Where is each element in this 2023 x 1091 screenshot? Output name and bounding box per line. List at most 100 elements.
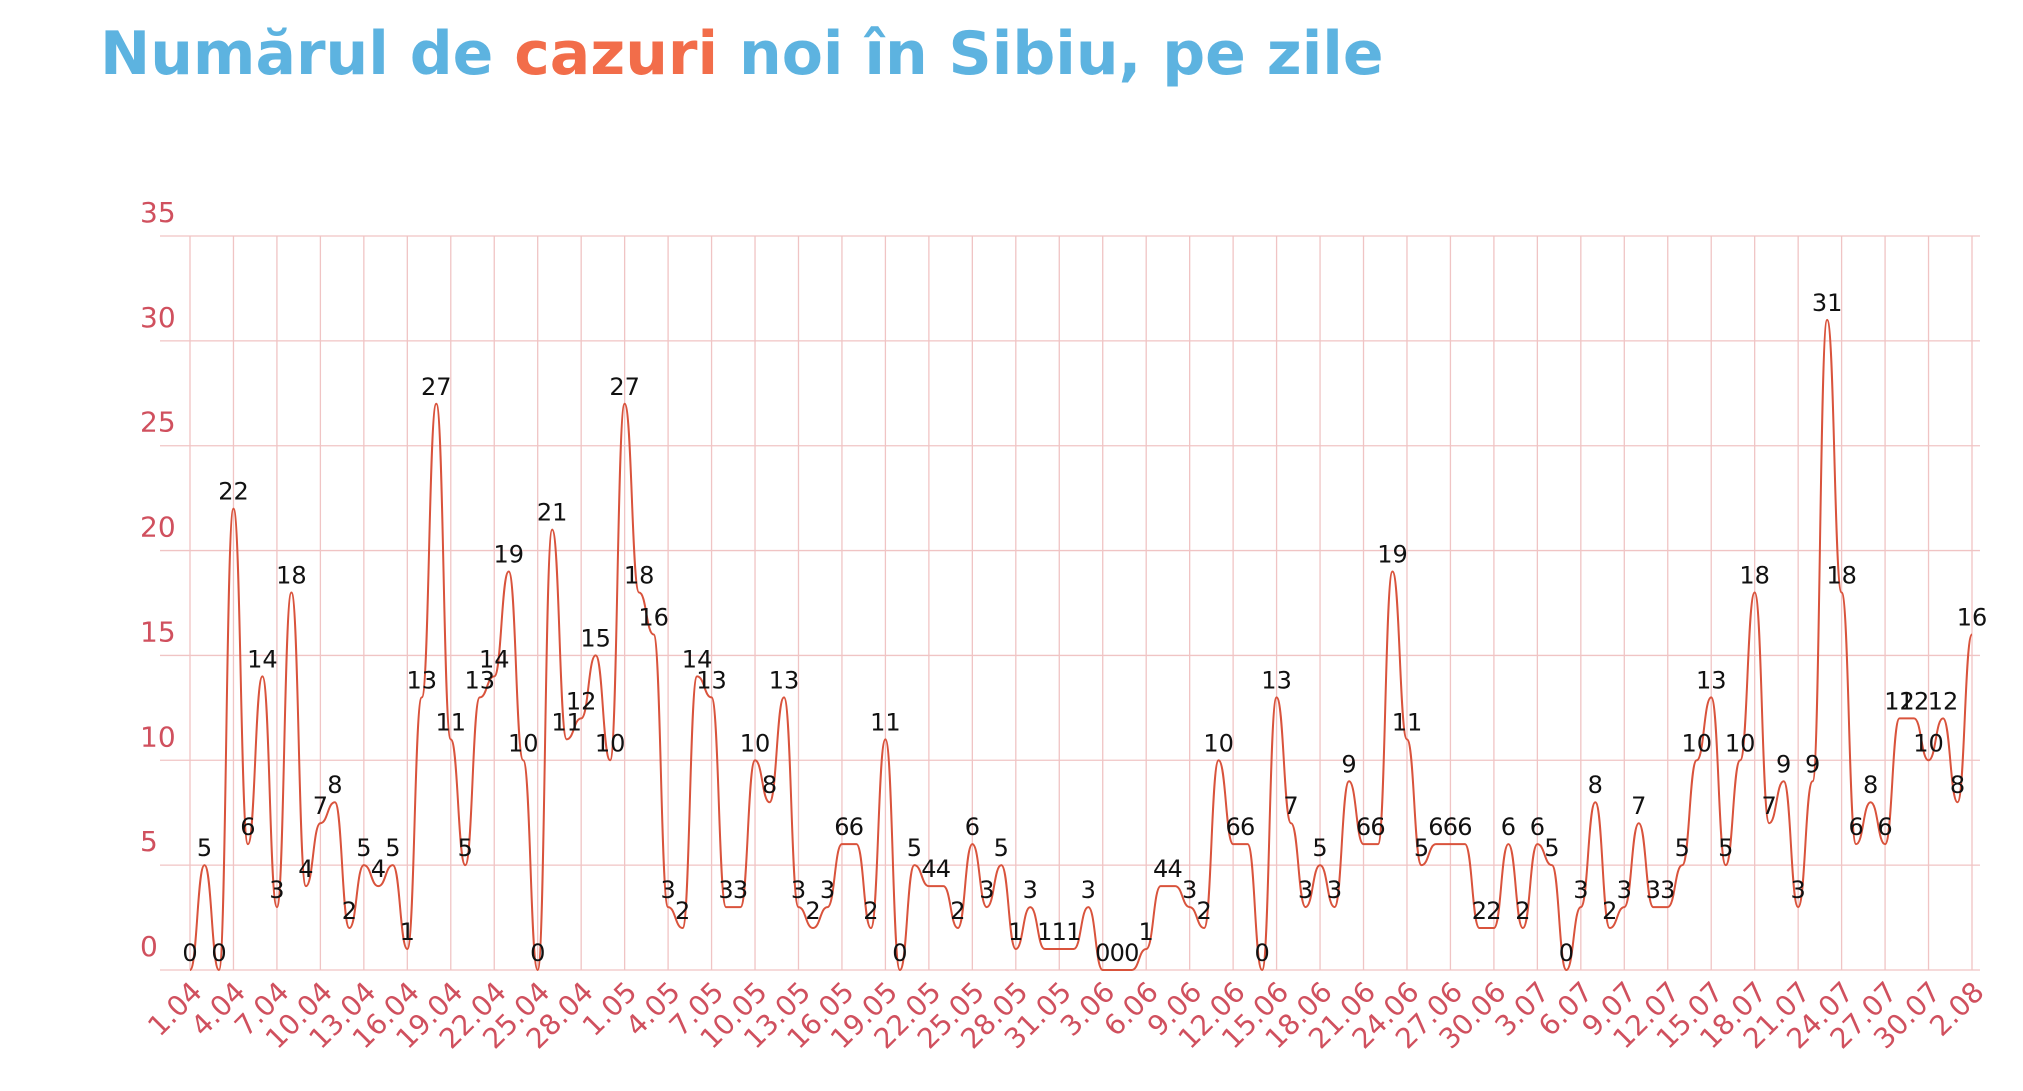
data-label: 4 xyxy=(921,855,936,883)
data-label: 2 xyxy=(1515,897,1530,925)
data-label: 2 xyxy=(950,897,965,925)
data-label: 3 xyxy=(1617,876,1632,904)
data-label: 1 xyxy=(400,918,415,946)
data-label: 6 xyxy=(1240,813,1255,841)
data-label: 10 xyxy=(1681,729,1712,757)
data-label: 0 xyxy=(1124,939,1139,967)
data-label: 7 xyxy=(313,792,328,820)
data-label: 6 xyxy=(1501,813,1516,841)
data-label: 10 xyxy=(508,729,539,757)
data-label: 3 xyxy=(1791,876,1806,904)
data-label: 0 xyxy=(211,939,226,967)
data-label: 4 xyxy=(371,855,386,883)
data-label: 10 xyxy=(1725,729,1756,757)
data-label: 6 xyxy=(965,813,980,841)
data-label: 6 xyxy=(1457,813,1472,841)
data-label: 10 xyxy=(595,729,626,757)
data-label: 6 xyxy=(1848,813,1863,841)
data-label: 11 xyxy=(870,708,901,736)
data-label: 7 xyxy=(1762,792,1777,820)
data-label: 5 xyxy=(907,834,922,862)
data-label: 5 xyxy=(197,834,212,862)
data-label: 3 xyxy=(660,876,675,904)
data-label: 1 xyxy=(1008,918,1023,946)
data-label: 3 xyxy=(1646,876,1661,904)
data-label: 6 xyxy=(1370,813,1385,841)
data-label: 4 xyxy=(298,855,313,883)
data-label: 14 xyxy=(479,645,510,673)
data-label: 5 xyxy=(1718,834,1733,862)
data-label: 21 xyxy=(537,499,568,527)
data-label: 8 xyxy=(1863,771,1878,799)
data-label: 5 xyxy=(1312,834,1327,862)
data-label: 2 xyxy=(675,897,690,925)
data-label: 5 xyxy=(994,834,1009,862)
data-label: 14 xyxy=(682,645,713,673)
data-label: 5 xyxy=(1675,834,1690,862)
y-tick-label: 5 xyxy=(140,825,158,858)
data-label: 4 xyxy=(936,855,951,883)
data-label: 5 xyxy=(385,834,400,862)
data-label: 11 xyxy=(551,708,582,736)
data-label: 10 xyxy=(1203,729,1234,757)
data-label: 12 xyxy=(1884,687,1915,715)
data-label: 1 xyxy=(1037,918,1052,946)
y-tick-label: 20 xyxy=(140,511,176,544)
data-label: 13 xyxy=(769,666,800,694)
data-label: 27 xyxy=(609,373,640,401)
data-label: 9 xyxy=(1805,750,1820,778)
data-label: 3 xyxy=(269,876,284,904)
data-label: 3 xyxy=(979,876,994,904)
title-part: noi în Sibiu, pe zile xyxy=(718,19,1383,89)
data-label: 2 xyxy=(342,897,357,925)
data-label: 19 xyxy=(493,541,524,569)
data-label: 22 xyxy=(218,478,249,506)
data-label: 6 xyxy=(1530,813,1545,841)
line xyxy=(189,318,1973,972)
data-label: 5 xyxy=(1544,834,1559,862)
data-label: 10 xyxy=(1913,729,1944,757)
data-label: 6 xyxy=(849,813,864,841)
data-label: 11 xyxy=(436,708,467,736)
data-label: 18 xyxy=(276,562,307,590)
data-label: 0 xyxy=(1110,939,1125,967)
data-label: 3 xyxy=(1081,876,1096,904)
data-label: 13 xyxy=(1696,666,1727,694)
data-label: 13 xyxy=(1261,666,1292,694)
data-label: 3 xyxy=(1660,876,1675,904)
data-label: 3 xyxy=(820,876,835,904)
data-label: 4 xyxy=(1168,855,1183,883)
y-tick-label: 35 xyxy=(140,196,176,229)
data-label: 2 xyxy=(863,897,878,925)
data-label: 12 xyxy=(1928,687,1959,715)
chart-title: Numărul de cazuri noi în Sibiu, pe zile xyxy=(100,19,1384,89)
data-label: 6 xyxy=(1877,813,1892,841)
data-label: 7 xyxy=(1631,792,1646,820)
data-label: 9 xyxy=(1341,750,1356,778)
data-label: 19 xyxy=(1377,541,1408,569)
y-tick-label: 30 xyxy=(140,301,176,334)
data-label: 5 xyxy=(1414,834,1429,862)
data-label: 18 xyxy=(1826,562,1857,590)
data-label: 3 xyxy=(1023,876,1038,904)
data-label: 16 xyxy=(638,603,669,631)
data-label: 3 xyxy=(1182,876,1197,904)
y-tick-label: 25 xyxy=(140,406,176,439)
data-label: 6 xyxy=(240,813,255,841)
data-label: 18 xyxy=(1739,562,1770,590)
data-label: 12 xyxy=(1899,687,1930,715)
data-label: 2 xyxy=(1602,897,1617,925)
y-tick-label: 10 xyxy=(140,720,176,753)
data-label: 7 xyxy=(1283,792,1298,820)
data-label: 2 xyxy=(1197,897,1212,925)
title-part: cazuri xyxy=(514,19,718,89)
data-label: 5 xyxy=(356,834,371,862)
data-label: 18 xyxy=(624,562,655,590)
data-label: 13 xyxy=(464,666,495,694)
data-label: 10 xyxy=(740,729,771,757)
data-label: 6 xyxy=(1356,813,1371,841)
data-label: 9 xyxy=(1776,750,1791,778)
data-label: 14 xyxy=(247,645,278,673)
data-label: 16 xyxy=(1957,603,1988,631)
data-label: 3 xyxy=(791,876,806,904)
